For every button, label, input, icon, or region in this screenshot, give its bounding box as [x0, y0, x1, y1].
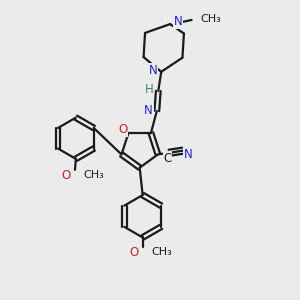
- Text: N: N: [174, 15, 183, 28]
- Text: N: N: [148, 64, 158, 77]
- Text: CH₃: CH₃: [83, 170, 104, 180]
- Text: O: O: [130, 246, 139, 259]
- Text: N: N: [184, 148, 192, 161]
- Text: O: O: [118, 123, 128, 136]
- Text: O: O: [61, 169, 71, 182]
- Text: H: H: [145, 83, 153, 96]
- Text: CH₃: CH₃: [200, 14, 221, 24]
- Text: CH₃: CH₃: [152, 247, 172, 257]
- Text: C: C: [164, 152, 172, 165]
- Text: N: N: [144, 104, 153, 118]
